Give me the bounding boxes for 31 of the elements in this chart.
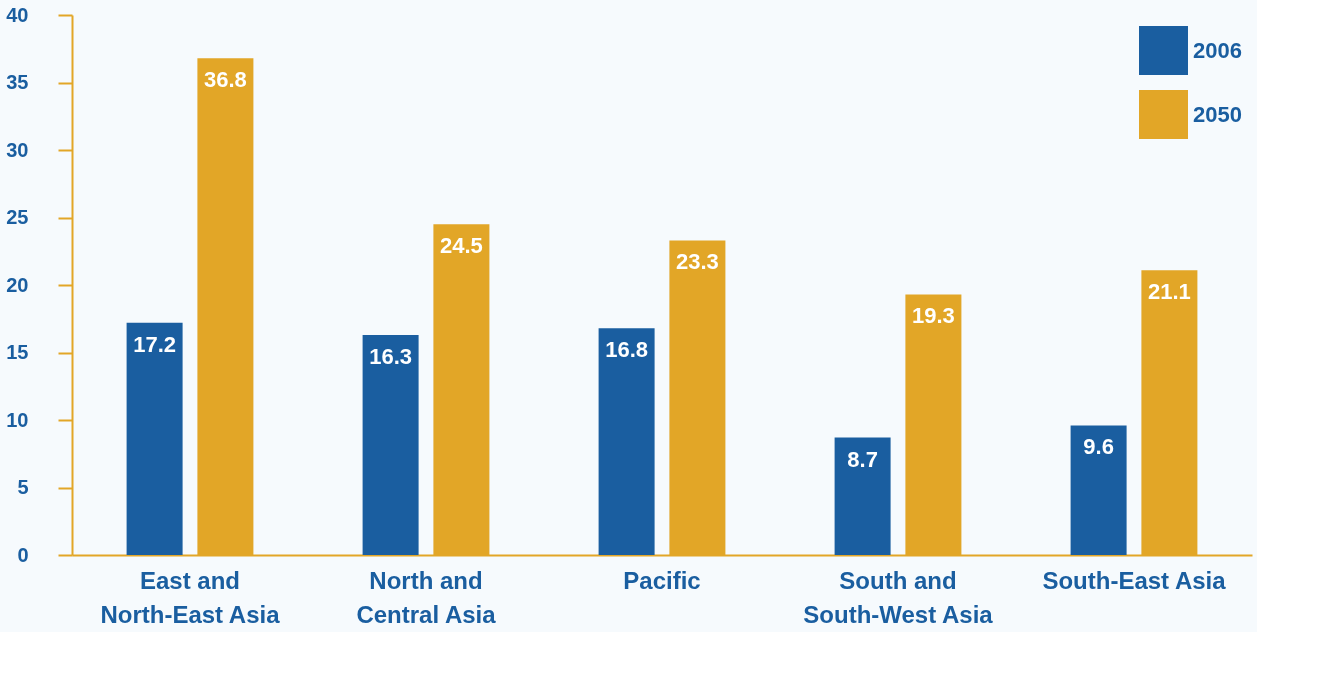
y-tick-label: 20 [6, 273, 29, 296]
data-label: 23.3 [675, 249, 719, 275]
y-tick-label: 25 [6, 206, 29, 228]
bar [1070, 425, 1127, 555]
data-label: 9.6 [1083, 434, 1114, 460]
y-tick-label: 15 [6, 341, 29, 363]
data-label: 24.5 [439, 233, 483, 259]
x-tick-label: North and Central Asia [356, 566, 497, 628]
data-label: 19.3 [911, 303, 955, 329]
bar [362, 334, 419, 555]
y-tick-label: 5 [17, 476, 29, 498]
y-tick-label: 40 [6, 3, 29, 26]
data-label: 8.7 [847, 446, 878, 472]
bar [598, 328, 655, 555]
data-label: 16.8 [605, 337, 649, 363]
x-tick-label: Pacific [623, 566, 701, 594]
data-label: 36.8 [203, 67, 247, 93]
y-tick-label: 0 [17, 543, 29, 566]
legend-label: 2050 [1193, 101, 1242, 127]
y-tick-label: 30 [6, 138, 29, 161]
data-label: 17.2 [133, 331, 177, 357]
data-label: 16.3 [369, 343, 413, 369]
legend-label: 2006 [1193, 37, 1242, 63]
data-label: 21.1 [1147, 279, 1191, 305]
y-tick-label: 35 [6, 71, 29, 93]
bar [126, 322, 183, 555]
x-tick-label: East and North-East Asia [100, 566, 281, 628]
x-tick-label: South and South-West Asia [803, 566, 994, 628]
x-tick-label: South-East Asia [1042, 566, 1227, 594]
bar [834, 437, 891, 555]
y-tick-label: 10 [6, 408, 29, 431]
